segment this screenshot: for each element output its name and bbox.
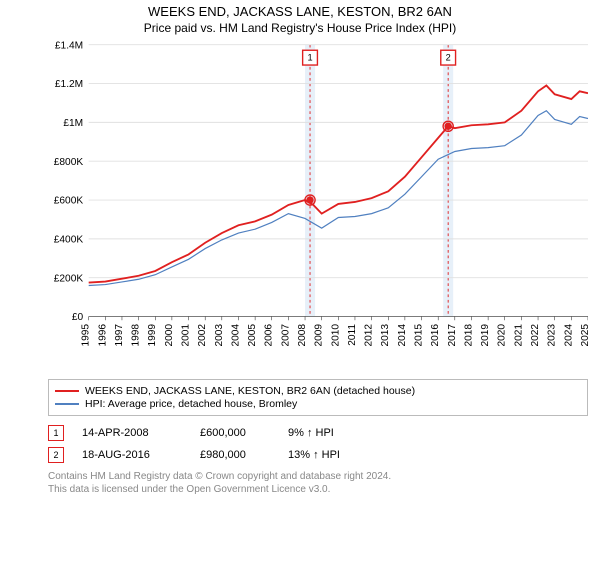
legend-box: WEEKS END, JACKASS LANE, KESTON, BR2 6AN… [48,379,588,416]
transaction-date: 18-AUG-2016 [82,449,182,461]
svg-text:1998: 1998 [131,324,142,347]
footer-line1: Contains HM Land Registry data © Crown c… [48,470,588,483]
svg-text:£0: £0 [72,312,84,323]
svg-text:2018: 2018 [463,324,474,347]
transaction-date: 14-APR-2008 [82,427,182,439]
svg-text:2010: 2010 [330,324,341,347]
svg-text:2002: 2002 [197,324,208,347]
svg-text:1997: 1997 [114,324,125,347]
transaction-marker-1: 1 [48,425,64,441]
transaction-diff: 13% ↑ HPI [288,449,368,461]
transaction-row: 2 18-AUG-2016 £980,000 13% ↑ HPI [48,444,588,466]
svg-text:2022: 2022 [530,324,541,347]
transaction-price: £600,000 [200,427,270,439]
svg-text:£1.4M: £1.4M [55,41,83,51]
svg-text:2020: 2020 [497,324,508,347]
transaction-row: 1 14-APR-2008 £600,000 9% ↑ HPI [48,422,588,444]
footer-line2: This data is licensed under the Open Gov… [48,483,588,496]
svg-text:2: 2 [446,53,451,63]
chart-subtitle: Price paid vs. HM Land Registry's House … [0,21,600,35]
svg-text:£1.2M: £1.2M [55,79,83,90]
svg-text:2015: 2015 [414,324,425,347]
svg-text:2004: 2004 [230,324,241,347]
svg-text:1995: 1995 [81,324,92,347]
svg-text:2007: 2007 [280,324,291,347]
footer-attribution: Contains HM Land Registry data © Crown c… [48,470,588,496]
transaction-marker-2: 2 [48,447,64,463]
legend-item-hpi: HPI: Average price, detached house, Brom… [55,398,581,410]
svg-text:£400K: £400K [54,235,84,246]
svg-text:1999: 1999 [147,324,158,347]
svg-text:2003: 2003 [214,324,225,347]
svg-text:2005: 2005 [247,324,258,347]
svg-text:2001: 2001 [181,324,192,347]
transactions-table: 1 14-APR-2008 £600,000 9% ↑ HPI 2 18-AUG… [48,422,588,466]
svg-text:2011: 2011 [347,324,358,346]
svg-text:2024: 2024 [563,324,574,347]
svg-text:2006: 2006 [264,324,275,347]
legend-label-hpi: HPI: Average price, detached house, Brom… [85,398,297,410]
svg-text:2009: 2009 [314,324,325,347]
transaction-price: £980,000 [200,449,270,461]
svg-text:2013: 2013 [380,324,391,347]
transaction-diff: 9% ↑ HPI [288,427,368,439]
svg-text:2012: 2012 [364,324,375,347]
svg-text:1996: 1996 [97,324,108,347]
svg-text:2017: 2017 [447,324,458,347]
svg-text:1: 1 [307,53,312,63]
price-chart: £0 £200K £400K £600K £800K £1M £1.2M £1.4M 1995 1… [48,41,588,371]
svg-text:2023: 2023 [547,324,558,347]
legend-item-property: WEEKS END, JACKASS LANE, KESTON, BR2 6AN… [55,385,581,397]
legend-swatch-property [55,390,79,392]
svg-text:2014: 2014 [397,324,408,347]
svg-text:2016: 2016 [430,324,441,347]
chart-title-address: WEEKS END, JACKASS LANE, KESTON, BR2 6AN [0,4,600,19]
svg-text:2019: 2019 [480,324,491,347]
legend-label-property: WEEKS END, JACKASS LANE, KESTON, BR2 6AN… [85,385,415,397]
chart-svg: £0 £200K £400K £600K £800K £1M £1.2M £1.4M 1995 1… [48,41,588,346]
svg-text:2025: 2025 [580,324,588,347]
svg-text:2021: 2021 [513,324,524,347]
svg-text:£200K: £200K [54,273,84,284]
svg-text:2008: 2008 [297,324,308,347]
svg-text:£1M: £1M [63,118,83,129]
legend-swatch-hpi [55,403,79,405]
svg-text:2000: 2000 [164,324,175,347]
svg-text:£600K: £600K [54,196,84,207]
svg-text:£800K: £800K [54,157,84,168]
